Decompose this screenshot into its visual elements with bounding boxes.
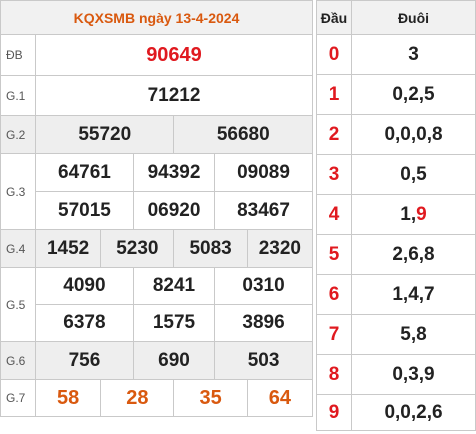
loto-tail: 0,2,5	[351, 74, 476, 115]
prize-number: 94392	[132, 153, 216, 192]
prize-number: 57015	[35, 191, 134, 230]
prize-row-g7: G.7 58 28 35 64	[0, 379, 314, 417]
loto-row: 5 2,6,8	[316, 234, 476, 275]
loto-head: 6	[316, 274, 352, 315]
prize-row-g3-b: 57015 06920 83467	[1, 191, 313, 230]
loto-row: 0 3	[316, 34, 476, 75]
special-prize-number: 90649	[35, 34, 313, 76]
loto-tail-highlight: 9	[416, 203, 427, 225]
prize-label-g3: G.3	[0, 153, 36, 230]
loto-row: 4 1,9	[316, 194, 476, 235]
prize-label-db: ĐB	[0, 34, 36, 76]
prize-number: 56680	[173, 115, 313, 154]
prize-number: 2320	[246, 229, 314, 268]
prize-number: 1575	[132, 304, 216, 342]
loto-tail: 5,8	[351, 314, 476, 355]
loto-row: 8 0,3,9	[316, 354, 476, 395]
loto-row: 7 5,8	[316, 314, 476, 355]
loto-header-row: Đầu Đuôi	[316, 0, 476, 35]
loto-tail: 0,0,2,6	[351, 394, 476, 431]
loto-head: 3	[316, 154, 352, 195]
loto-head: 9	[316, 394, 352, 431]
prize-label-g5: G.5	[0, 267, 36, 342]
prize-number: 09089	[214, 153, 313, 192]
prize-row-g6: G.6 756 690 503	[0, 341, 313, 380]
loto-row: 1 0,2,5	[316, 74, 476, 115]
prize-row-g1: G.1 71212	[0, 75, 313, 116]
prize-number: 06920	[132, 191, 216, 230]
loto-row: 3 0,5	[316, 154, 476, 195]
loto-tail: 3	[351, 34, 476, 75]
prize-number: 83467	[214, 191, 313, 230]
prize-number: 0310	[214, 267, 313, 305]
prize-number: 35	[173, 379, 248, 417]
prize-number: 64761	[35, 153, 134, 192]
loto-row: 9 0,0,2,6	[316, 394, 476, 431]
loto-table: Đầu Đuôi 0 3 1 0,2,5 2 0,0,0,8 3 0,5 4 1…	[316, 0, 476, 431]
loto-head: 5	[316, 234, 352, 275]
loto-row: 6 1,4,7	[316, 274, 476, 315]
loto-tail: 1,9	[351, 194, 476, 235]
prize-number: 756	[35, 341, 134, 380]
prize-row-g5-a: G.5 4090 8241 0310	[0, 267, 313, 342]
prize-number: 4090	[35, 267, 134, 305]
prize-number: 55720	[34, 115, 175, 154]
prize-number: 8241	[132, 267, 216, 305]
loto-head: 7	[316, 314, 352, 355]
prize-number: 5230	[100, 229, 175, 268]
prize-row-g2: G.2 55720 56680	[0, 115, 313, 154]
loto-tail: 2,6,8	[351, 234, 476, 275]
prize-label-g2: G.2	[0, 115, 36, 154]
results-title: KQXSMB ngày 13-4-2024	[0, 0, 313, 35]
prize-label-g1: G.1	[0, 75, 36, 116]
prize-number: 503	[214, 341, 313, 380]
prize-label-g4: G.4	[0, 229, 36, 268]
loto-tail: 1,4,7	[351, 274, 476, 315]
loto-tail: 0,3,9	[351, 354, 476, 395]
loto-head: 2	[316, 114, 352, 155]
prize-label-g6: G.6	[0, 341, 36, 380]
prize-row-db: ĐB 90649	[0, 34, 313, 76]
loto-tail-prefix: 1,	[400, 203, 417, 225]
loto-head: 1	[316, 74, 352, 115]
loto-tail-column-label: Đuôi	[351, 0, 476, 35]
prize-number: 3896	[214, 304, 313, 342]
loto-head: 0	[316, 34, 352, 75]
prize-number: 28	[100, 379, 175, 417]
loto-tail: 0,5	[351, 154, 476, 195]
loto-tail: 0,0,0,8	[351, 114, 476, 155]
loto-head: 4	[316, 194, 352, 235]
loto-row: 2 0,0,0,8	[316, 114, 476, 155]
prize-label-g7: G.7	[0, 379, 36, 417]
prize-number: 64	[246, 379, 314, 417]
loto-head-column-label: Đầu	[316, 0, 352, 35]
prize-row-g5-b: 6378 1575 3896	[1, 304, 313, 342]
prize-row-g3-a: G.3 64761 94392 09089	[0, 153, 313, 230]
loto-head: 8	[316, 354, 352, 395]
prize-number: 5083	[173, 229, 248, 268]
results-table: KQXSMB ngày 13-4-2024 ĐB 90649 G.1 71212…	[0, 0, 314, 417]
prize-number: 6378	[35, 304, 134, 342]
prize-number: 58	[34, 379, 102, 417]
prize-number: 1452	[34, 229, 102, 268]
prize-number: 71212	[35, 75, 313, 116]
prize-number: 690	[132, 341, 216, 380]
prize-row-g4: G.4 1452 5230 5083 2320	[0, 229, 314, 268]
results-header-row: KQXSMB ngày 13-4-2024	[0, 0, 313, 35]
